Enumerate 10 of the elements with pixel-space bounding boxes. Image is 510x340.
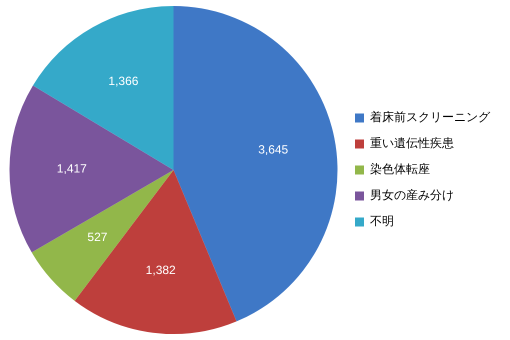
legend-label: 着床前スクリーニング xyxy=(370,110,491,124)
data-label: 527 xyxy=(87,230,108,244)
legend-label: 重い遺伝性疾患 xyxy=(370,136,454,150)
legend-label: 染色体転座 xyxy=(370,162,430,176)
legend-label: 不明 xyxy=(370,214,394,228)
legend-label: 男女の産み分け xyxy=(370,188,454,202)
data-label: 1,382 xyxy=(146,263,176,278)
data-label: 1,417 xyxy=(56,162,88,176)
data-label: 1,366 xyxy=(108,74,139,88)
data-label: 3,645 xyxy=(258,142,289,156)
